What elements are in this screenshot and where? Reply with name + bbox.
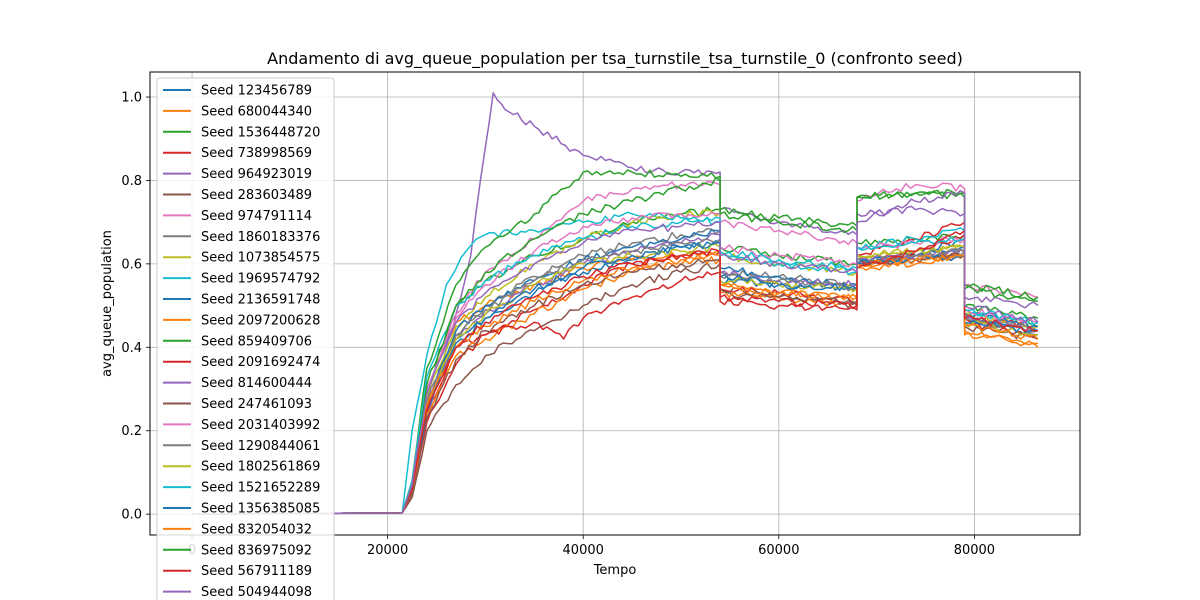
legend-label: Seed 814600444 xyxy=(201,376,312,391)
legend-label: Seed 738998569 xyxy=(201,146,312,161)
plot-frame xyxy=(149,71,1081,536)
legend-label: Seed 974791114 xyxy=(201,209,312,224)
series-line xyxy=(192,233,1039,515)
legend-label: Seed 1073854575 xyxy=(201,251,320,266)
series-line xyxy=(192,252,1039,515)
y-axis-ticks: 0.0 0.2 0.4 0.6 0.8 1.0 xyxy=(121,91,150,523)
series-line xyxy=(192,189,1039,515)
x-tick-label: 20000 xyxy=(367,543,408,558)
legend-label: Seed 567911189 xyxy=(201,564,312,579)
x-tick-label: 80000 xyxy=(954,543,995,558)
legend: Seed 123456789 Seed 680044340 Seed 1536448… xyxy=(156,77,335,600)
chart-title: Andamento di avg_queue_population per ts… xyxy=(267,49,963,69)
legend-label: Seed 2031403992 xyxy=(201,418,320,433)
series-line xyxy=(192,243,1038,515)
y-axis-label: avg_queue_population xyxy=(100,230,115,377)
legend-label: Seed 1521652289 xyxy=(201,481,320,496)
legend-label: Seed 283603489 xyxy=(201,188,312,203)
series-line xyxy=(192,229,1038,515)
y-tick-label: 0.8 xyxy=(121,174,142,189)
y-tick-label: 0.2 xyxy=(121,424,142,439)
legend-label: Seed 247461093 xyxy=(201,397,312,412)
legend-label: Seed 859409706 xyxy=(201,334,312,349)
x-axis-label: Tempo xyxy=(593,563,637,578)
legend-label: Seed 123456789 xyxy=(201,84,312,99)
legend-label: Seed 504944098 xyxy=(201,585,312,600)
legend-label: Seed 1290844061 xyxy=(201,439,320,454)
legend-label: Seed 1536448720 xyxy=(201,125,320,140)
series-line xyxy=(192,252,1039,515)
legend-label: Seed 1802561869 xyxy=(201,460,320,475)
legend-label: Seed 964923019 xyxy=(201,167,312,182)
legend-label: Seed 1969574792 xyxy=(201,272,320,287)
series-line xyxy=(192,181,1039,515)
y-tick-label: 0.0 xyxy=(121,508,142,523)
series-line xyxy=(192,169,1039,515)
x-tick-label: 40000 xyxy=(563,543,604,558)
series-line xyxy=(192,232,1039,515)
x-tick-label: 60000 xyxy=(758,543,799,558)
legend-label: Seed 2136591748 xyxy=(201,293,320,308)
series-line xyxy=(192,241,1039,515)
legend-label: Seed 1860183376 xyxy=(201,230,320,245)
legend-label: Seed 1356385085 xyxy=(201,502,320,517)
series-line xyxy=(192,177,1039,515)
y-tick-label: 0.6 xyxy=(121,257,142,272)
legend-label: Seed 2097200628 xyxy=(201,313,320,328)
legend-label: Seed 836975092 xyxy=(201,543,312,558)
legend-label: Seed 680044340 xyxy=(201,104,312,119)
y-tick-label: 0.4 xyxy=(121,341,142,356)
legend-label: Seed 2091692474 xyxy=(201,355,320,370)
y-tick-label: 1.0 xyxy=(121,91,142,106)
legend-box xyxy=(156,77,335,600)
legend-label: Seed 832054032 xyxy=(201,522,312,537)
series-lines xyxy=(192,92,1039,515)
